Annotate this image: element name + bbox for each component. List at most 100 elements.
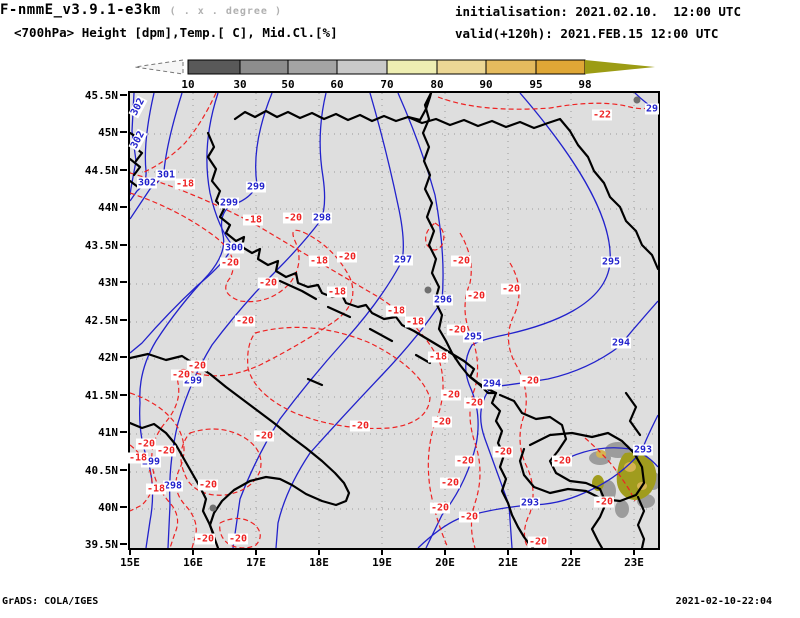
lat-tick-mark: [120, 469, 127, 471]
city-marker: [424, 286, 432, 294]
lat-tick-label: 43.5N: [84, 239, 118, 252]
lon-tick-mark: [507, 549, 509, 555]
lat-tick-mark: [120, 356, 127, 358]
lon-tick-label: 15E: [120, 556, 140, 569]
coastlines-borders: [130, 93, 658, 548]
temp-contour-label: -20: [197, 479, 219, 491]
colorbar-above-arrow: [585, 60, 655, 74]
temp-contour-label: -20: [234, 315, 256, 327]
lon-tick-mark: [192, 549, 194, 555]
lon-tick-mark: [570, 549, 572, 555]
valid-time: valid(+120h): 2021.FEB.15 12:00 UTC: [455, 26, 719, 41]
height-contour-label: 302: [128, 95, 148, 119]
height-contour-label: 296: [432, 294, 454, 306]
lat-tick-label: 40.5N: [84, 464, 118, 477]
lat-tick-mark: [120, 543, 127, 545]
colorbar-segment: [239, 59, 289, 75]
temp-contour-label: -18: [427, 351, 449, 363]
temp-contour-label: -20: [439, 477, 461, 489]
temp-contour-label: -20: [551, 455, 573, 467]
height-contour-label: 300: [223, 242, 245, 254]
lat-tick-mark: [120, 206, 127, 208]
contour-label-layer: 302 302 301 302 299 299 298 300 297 296 295 295 294 2…: [127, 93, 660, 548]
lon-tick-mark: [318, 549, 320, 555]
height-contour-label: 301: [155, 169, 177, 181]
colorbar-segment: [535, 59, 586, 75]
city-marker: [209, 504, 217, 512]
grid-lines: [130, 93, 658, 548]
lon-tick-label: 17E: [246, 556, 266, 569]
temp-contour-label: -20: [500, 283, 522, 295]
temp-contour-label: -20: [454, 455, 476, 467]
lon-tick-mark: [633, 549, 635, 555]
lat-tick-mark: [120, 506, 127, 508]
height-contour-label: 299: [182, 375, 204, 387]
colorbar-tick-label: 80: [430, 78, 443, 91]
lon-tick-label: 22E: [561, 556, 581, 569]
lat-tick-label: 44N: [98, 201, 118, 214]
temp-contour-label: -20: [170, 369, 192, 381]
colorbar-tick-label: 50: [281, 78, 294, 91]
height-contour-label: 302: [128, 128, 148, 152]
resolution-note: ( . x . degree ): [169, 6, 282, 17]
lat-tick-label: 41.5N: [84, 389, 118, 402]
temp-contour-label: -18: [308, 255, 330, 267]
temp-contour-label: -20: [458, 511, 480, 523]
lat-tick-label: 45.5N: [84, 89, 118, 102]
latitude-axis: 45.5N 45N 44.5N 44N 43.5N 43N 42.5N 42N 41.5N 41N…: [0, 89, 127, 551]
temp-contour-label: -22: [591, 109, 613, 121]
height-contour-label: 298: [311, 212, 333, 224]
colorbar-segment: [386, 59, 438, 75]
lon-tick-label: 18E: [309, 556, 329, 569]
lat-tick-label: 40N: [98, 501, 118, 514]
cloud-cover-colorbar: 10 30 50 60 70 80 90 95 98: [134, 59, 655, 91]
temp-contour-label: -20: [463, 397, 485, 409]
height-contour-label: 299: [245, 181, 267, 193]
lon-tick-mark: [129, 549, 131, 555]
temp-contour-label: -20: [349, 420, 371, 432]
render-timestamp: 2021-02-10-22:04: [675, 596, 772, 607]
temp-contour-label: -20: [194, 533, 216, 545]
temp-contour-label: -20: [527, 536, 549, 548]
temp-contour-label: -20: [519, 375, 541, 387]
model-title: F-nmmE_v3.9.1-e3km ( . x . degree ): [0, 2, 282, 18]
temp-contour-label: -20: [219, 257, 241, 269]
lat-tick-mark: [120, 244, 127, 246]
temp-contour-label: -18: [385, 305, 407, 317]
lon-tick-label: 21E: [498, 556, 518, 569]
lat-tick-label: 45N: [98, 126, 118, 139]
temp-contour-label: -20: [440, 389, 462, 401]
longitude-axis: 15E 16E 17E 18E 19E 20E 21E 22E 23E: [120, 549, 660, 573]
lat-tick-mark: [120, 394, 127, 396]
temp-contour-label: -20: [282, 212, 304, 224]
temp-contour-label: -18: [127, 452, 149, 464]
colorbar-tick-label: 30: [233, 78, 246, 91]
temp-contour-label: -20: [446, 324, 468, 336]
colorbar-segment: [485, 59, 537, 75]
lat-tick-mark: [120, 281, 127, 283]
colorbar-segment: [187, 59, 241, 75]
lat-tick-mark: [120, 319, 127, 321]
lon-tick-label: 20E: [435, 556, 455, 569]
lat-tick-label: 39.5N: [84, 538, 118, 551]
height-contour-label: 294: [481, 378, 503, 390]
colorbar-tick-label: 10: [181, 78, 194, 91]
colorbar-tick-label: 60: [330, 78, 343, 91]
height-contour-label: 297: [392, 254, 414, 266]
lat-tick-mark: [120, 131, 127, 133]
lon-tick-mark: [255, 549, 257, 555]
map-canvas: [130, 93, 658, 548]
init-time: initialisation: 2021.02.10. 12:00 UTC: [455, 4, 741, 19]
height-contour-label: 302: [136, 177, 158, 189]
lat-tick-label: 44.5N: [84, 164, 118, 177]
temp-contour-label: -20: [593, 496, 615, 508]
lat-tick-label: 41N: [98, 426, 118, 439]
height-contour-label: 293: [519, 497, 541, 509]
temp-contour-label: -20: [253, 430, 275, 442]
grads-credit: GrADS: COLA/IGES: [2, 596, 99, 607]
city-marker: [633, 96, 641, 104]
height-contour-label: 293: [632, 444, 654, 456]
lon-tick-label: 16E: [183, 556, 203, 569]
colorbar-segment: [436, 59, 487, 75]
temp-contour-label: -18: [174, 178, 196, 190]
